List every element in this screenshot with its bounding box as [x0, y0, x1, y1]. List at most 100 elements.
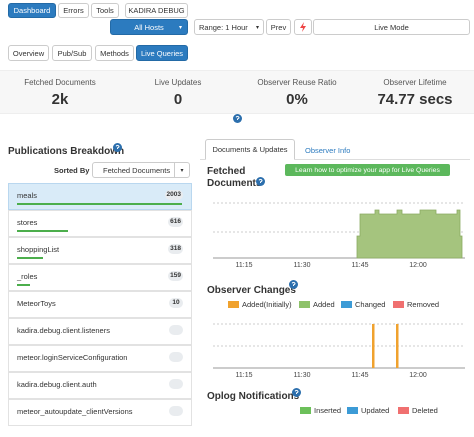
help-icon[interactable] [256, 177, 265, 186]
publication-name: MeteorToys [17, 299, 56, 308]
x-tick-label: 11:15 [235, 262, 253, 269]
legend-item: Deleted [398, 406, 438, 415]
sort-select[interactable]: Fetched Documents ▾ [92, 162, 190, 178]
legend-label: Updated [361, 406, 390, 415]
prev-button[interactable]: Prev [266, 19, 291, 35]
chart-title: Observer Changes [207, 285, 296, 296]
publication-row[interactable]: _roles 159 [8, 264, 192, 291]
publication-name: meals [17, 191, 38, 200]
publication-row[interactable]: shoppingList 318 [8, 237, 192, 264]
publication-row[interactable]: kadira.debug.client.listeners [8, 318, 192, 345]
count-badge [169, 352, 183, 362]
legend-label: Inserted [314, 406, 342, 415]
legend-item: Removed [393, 300, 439, 309]
legend-swatch [398, 407, 409, 414]
count-bar [17, 257, 44, 259]
count-bar [17, 203, 182, 205]
count-badge: 616 [168, 217, 183, 227]
section-tab[interactable]: Methods [95, 45, 134, 61]
publication-name: stores [17, 218, 38, 227]
detail-tab[interactable]: Observer Info [305, 146, 351, 155]
x-tick-label: 12:00 [409, 372, 427, 379]
legend-label: Removed [407, 300, 440, 309]
publication-name: meteor.loginServiceConfiguration [17, 353, 128, 362]
count-badge: 159 [168, 271, 183, 281]
x-tick-label: 12:00 [409, 262, 427, 269]
section-tab[interactable]: Pub/Sub [52, 45, 92, 61]
publication-row[interactable]: MeteorToys 10 [8, 291, 192, 318]
x-tick-label: 11:15 [235, 372, 253, 379]
nav-tab[interactable]: Dashboard [8, 3, 56, 18]
publication-row[interactable]: meteor_autoupdate_clientVersions [8, 399, 192, 426]
section-title: Publications Breakdown [8, 146, 125, 157]
publication-name: shoppingList [17, 245, 60, 254]
count-bar [17, 284, 31, 286]
legend-item: Updated [347, 406, 389, 415]
chart-title: Oplog Notifications [207, 391, 300, 402]
hosts-label: All Hosts [134, 22, 164, 32]
legend-swatch [228, 301, 239, 308]
legend-label: Added(Initially) [242, 300, 292, 309]
x-tick-label: 11:30 [293, 372, 311, 379]
publication-name: kadira.debug.client.listeners [17, 326, 110, 335]
stats-band [0, 70, 474, 114]
range-label: Range: 1 Hour [199, 22, 248, 32]
stat-label: Fetched Documents [24, 78, 96, 87]
count-badge: 10 [169, 298, 183, 308]
spike [372, 324, 375, 368]
count-bar [17, 230, 68, 232]
count-badge: 2003 [164, 190, 183, 200]
legend-swatch [300, 407, 311, 414]
sort-option: Fetched Documents [103, 165, 171, 175]
count-badge [169, 379, 183, 389]
help-icon[interactable] [292, 388, 301, 397]
live-mode-button[interactable]: Live Mode [313, 19, 470, 35]
count-badge [169, 406, 183, 416]
stat-value: 0% [286, 91, 308, 108]
legend-item: Inserted [300, 406, 341, 415]
count-badge [169, 325, 183, 335]
x-tick-label: 11:45 [351, 372, 369, 379]
nav-tab[interactable]: Errors [58, 3, 89, 18]
help-icon[interactable] [289, 280, 298, 289]
help-icon[interactable] [233, 114, 242, 123]
chart-title: Fetched Documents [207, 166, 262, 189]
legend-item: Added(Initially) [228, 300, 292, 309]
detail-tab[interactable]: Documents & Updates [205, 139, 295, 160]
live-icon-button[interactable] [294, 19, 312, 35]
nav-tab[interactable]: Tools [91, 3, 119, 18]
publication-row[interactable]: meals 2003 [8, 183, 192, 210]
tab-rule [200, 159, 470, 160]
caret: ▾ [255, 24, 259, 31]
legend-swatch [299, 301, 310, 308]
stat-value: 74.77 secs [377, 91, 453, 108]
stat-value: 2k [51, 91, 69, 108]
fetched-chart [213, 202, 465, 259]
help-icon[interactable] [113, 143, 122, 152]
legend-swatch [347, 407, 358, 414]
hosts-select[interactable]: All Hosts ▾ [110, 19, 188, 35]
publication-name: meteor_autoupdate_clientVersions [17, 407, 133, 416]
legend-item: Added [299, 300, 335, 309]
area [356, 209, 463, 259]
stat-label: Live Updates [154, 78, 202, 87]
publication-row[interactable]: stores 616 [8, 210, 192, 237]
publication-row[interactable]: kadira.debug.client.auth [8, 372, 192, 399]
count-badge: 318 [168, 244, 183, 254]
app-name[interactable]: KADIRA DEBUG [125, 3, 188, 18]
x-tick-label: 11:45 [351, 262, 369, 269]
section-tab[interactable]: Overview [8, 45, 49, 61]
publication-row[interactable]: meteor.loginServiceConfiguration [8, 345, 192, 372]
range-select[interactable]: Range: 1 Hour ▾ [194, 19, 264, 35]
stat-label: Observer Lifetime [383, 78, 447, 87]
publication-name: kadira.debug.client.auth [17, 380, 97, 389]
spike [396, 324, 399, 368]
legend-item: Changed [341, 300, 385, 309]
cta-button[interactable]: Learn how to optimize your app for Live … [285, 164, 450, 176]
publication-name: _roles [17, 272, 38, 281]
section-tab[interactable]: Live Queries [136, 45, 188, 61]
legend-label: Changed [355, 300, 386, 309]
observer-chart [213, 323, 465, 369]
sort-label: Sorted By [54, 166, 90, 175]
